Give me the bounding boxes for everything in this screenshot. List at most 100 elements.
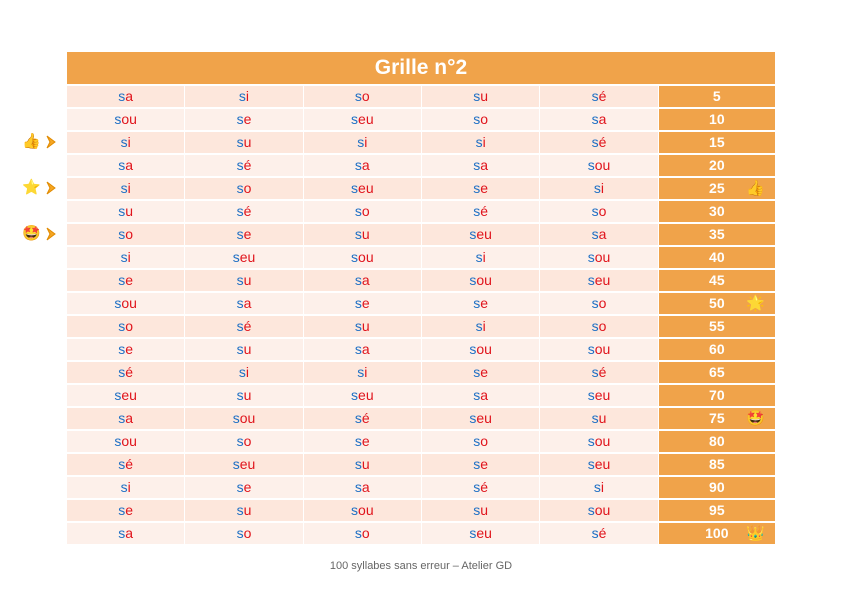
score-value: 85 xyxy=(709,456,725,472)
syllable-cell: seu xyxy=(539,384,659,408)
vowel-letters: é xyxy=(243,157,252,173)
score-value: 55 xyxy=(709,318,725,334)
vowel-letters: é xyxy=(598,525,607,541)
syllable-cell: sé xyxy=(184,154,304,178)
consonant-letter: s xyxy=(351,387,359,403)
score-cell: 40 xyxy=(658,246,775,270)
consonant-letter: s xyxy=(232,456,240,472)
consonant-letter: s xyxy=(354,203,362,219)
table-row: sou sa se se so 50 🌟 xyxy=(67,292,775,316)
footer-caption: 100 syllabes sans erreur – Atelier GD xyxy=(329,560,513,572)
score-value: 75 xyxy=(709,410,725,426)
table-row: sé si si se sé 65 xyxy=(67,361,775,385)
consonant-letter: s xyxy=(354,525,362,541)
score-cell: 85 xyxy=(658,453,775,477)
vowel-letters: eu xyxy=(594,456,611,472)
vowel-letters: i xyxy=(482,318,486,334)
consonant-letter: s xyxy=(354,226,362,242)
table-row: se su sa sou sou 60 xyxy=(67,338,775,362)
consonant-letter: s xyxy=(236,341,244,357)
vowel-letters: o xyxy=(361,88,370,104)
consonant-letter: s xyxy=(587,433,595,449)
consonant-letter: s xyxy=(473,111,481,127)
syllable-cell: si xyxy=(67,246,186,270)
vowel-letters: a xyxy=(361,341,370,357)
consonant-letter: s xyxy=(354,295,362,311)
consonant-letter: s xyxy=(118,410,126,426)
vowel-letters: i xyxy=(600,180,605,196)
vowel-letters: eu xyxy=(358,387,374,403)
syllable-cell: sa xyxy=(184,292,304,316)
syllable-cell: sou xyxy=(303,246,422,270)
consonant-letter: s xyxy=(114,295,122,311)
consonant-letter: s xyxy=(591,525,599,541)
consonant-letter: s xyxy=(236,111,244,127)
consonant-letter: s xyxy=(357,364,365,380)
score-value: 30 xyxy=(709,203,725,219)
consonant-letter: s xyxy=(120,249,128,265)
consonant-letter: s xyxy=(118,203,126,219)
vowel-letters: u xyxy=(480,88,489,104)
star-struck-icon: 🤩 xyxy=(746,410,765,427)
consonant-letter: s xyxy=(232,249,240,265)
syllable-cell: so xyxy=(421,108,541,132)
vowel-letters: é xyxy=(125,456,134,472)
syllable-cell: se xyxy=(67,269,186,293)
vowel-letters: u xyxy=(243,341,252,357)
vowel-letters: o xyxy=(361,203,370,219)
score-cell: 15 xyxy=(658,131,775,155)
syllable-cell: sa xyxy=(421,154,541,178)
vowel-letters: eu xyxy=(476,226,492,242)
vowel-letters: i xyxy=(127,134,131,150)
score-cell: 45 xyxy=(658,269,775,293)
consonant-letter: s xyxy=(473,203,481,219)
score-value: 35 xyxy=(709,226,725,242)
score-value: 40 xyxy=(709,249,725,265)
vowel-letters: eu xyxy=(121,387,137,403)
consonant-letter: s xyxy=(114,111,122,127)
consonant-letter: s xyxy=(118,318,126,334)
consonant-letter: s xyxy=(118,525,126,541)
chevron-right-icon xyxy=(46,227,56,241)
score-value: 5 xyxy=(712,88,721,104)
syllable-cell: so xyxy=(421,430,541,454)
table-row: si su si si sé 15 xyxy=(67,131,775,155)
syllable-cell: se xyxy=(67,499,186,523)
side-marker: ⭐ xyxy=(22,178,66,198)
consonant-letter: s xyxy=(475,134,483,150)
syllable-cell: su xyxy=(421,499,541,523)
table-row: sa so so seu sé 100 👑 xyxy=(67,522,775,546)
consonant-letter: s xyxy=(118,364,126,380)
score-value: 45 xyxy=(709,272,725,288)
syllable-cell: sé xyxy=(303,407,422,431)
vowel-letters: u xyxy=(361,456,370,472)
syllable-cell: sou xyxy=(67,292,186,316)
vowel-letters: i xyxy=(364,134,368,150)
vowel-letters: u xyxy=(361,226,370,242)
syllable-cell: sou xyxy=(303,499,422,523)
consonant-letter: s xyxy=(473,364,481,380)
vowel-letters: i xyxy=(127,479,131,495)
vowel-letters: é xyxy=(243,203,252,219)
consonant-letter: s xyxy=(118,157,126,173)
syllable-cell: se xyxy=(184,108,304,132)
table-row: sé seu su se seu 85 xyxy=(67,453,775,477)
syllable-cell: seu xyxy=(539,453,659,477)
vowel-letters: ou xyxy=(594,433,611,449)
consonant-letter: s xyxy=(118,226,126,242)
consonant-letter: s xyxy=(236,272,244,288)
vowel-letters: ou xyxy=(594,157,611,173)
table-row: sa si so su sé 5 xyxy=(67,86,775,109)
syllable-cell: si xyxy=(539,177,659,201)
crown-icon: 👑 xyxy=(746,525,765,542)
syllable-cell: sé xyxy=(539,361,659,385)
syllable-cell: su xyxy=(184,131,304,155)
grid-title: Grille n°2 xyxy=(67,52,775,86)
syllable-cell: sa xyxy=(303,338,422,362)
consonant-letter: s xyxy=(591,226,599,242)
vowel-letters: e xyxy=(243,226,252,242)
consonant-letter: s xyxy=(236,295,244,311)
syllable-cell: so xyxy=(184,522,304,546)
consonant-letter: s xyxy=(354,479,362,495)
syllable-cell: su xyxy=(67,200,186,224)
